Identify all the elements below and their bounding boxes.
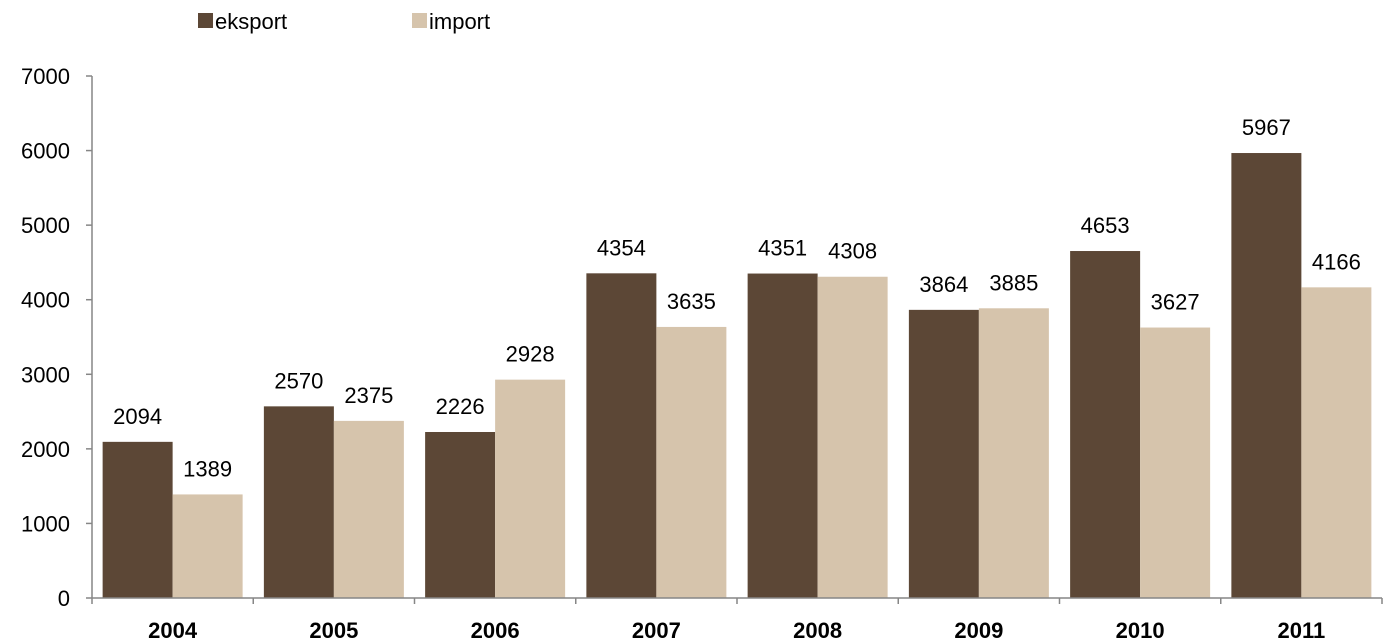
legend-swatch-import [412,13,427,28]
x-category-label: 2009 [954,618,1003,643]
y-tick-label: 6000 [21,139,70,164]
legend-label-eksport: eksport [215,9,287,34]
bar-eksport-2007 [586,273,657,598]
data-label-eksport: 4653 [1081,213,1130,238]
data-label-import: 2928 [506,342,555,367]
bar-import-2007 [656,326,727,598]
x-category-label: 2010 [1116,618,1165,643]
y-tick-label: 5000 [21,213,70,238]
bar-import-2009 [978,308,1049,598]
y-tick-label: 7000 [21,64,70,89]
bar-import-2010 [1140,327,1211,598]
y-tick-label: 0 [58,586,70,611]
bar-eksport-2009 [908,309,979,598]
data-label-eksport: 4351 [758,236,807,261]
x-category-label: 2006 [471,618,520,643]
bar-eksport-2004 [102,441,173,598]
legend-label-import: import [429,9,490,34]
x-category-label: 2007 [632,618,681,643]
bar-eksport-2005 [263,406,334,598]
data-label-import: 4308 [828,239,877,264]
bars [102,153,1372,598]
y-axis: 0 1000 2000 3000 4000 5000 6000 7000 [21,64,93,611]
y-tick-label: 3000 [21,362,70,387]
x-category-label: 2011 [1278,618,1326,643]
data-label-eksport: 4354 [597,235,646,260]
bar-import-2005 [333,420,404,598]
data-label-import: 2375 [344,383,393,408]
bar-import-2006 [495,379,566,598]
bar-eksport-2010 [1070,251,1141,598]
y-tick-label: 2000 [21,437,70,462]
bar-eksport-2006 [425,432,496,598]
data-label-import: 1389 [183,456,232,481]
legend: eksport import [198,9,490,34]
x-category-label: 2008 [793,618,842,643]
data-labels: 2094 2570 2226 4354 4351 3864 4653 5967 1389 2375… [113,115,1361,481]
data-label-eksport: 3864 [919,272,968,297]
data-label-import: 3627 [1151,290,1200,315]
x-axis: 2004 2005 2006 2007 2008 2009 2010 2011 [91,597,1383,643]
data-label-eksport: 5967 [1242,115,1291,140]
bar-import-2011 [1301,287,1372,598]
x-category-label: 2005 [309,618,358,643]
data-label-import: 3635 [667,289,716,314]
legend-swatch-eksport [198,13,213,28]
data-label-import: 3885 [989,270,1038,295]
data-label-eksport: 2570 [274,368,323,393]
y-tick-label: 1000 [21,511,70,536]
bar-eksport-2011 [1231,153,1302,598]
bar-import-2008 [817,276,888,598]
data-label-eksport: 2226 [436,394,485,419]
x-category-label: 2004 [148,618,198,643]
bar-eksport-2008 [747,273,818,598]
data-label-import: 4166 [1312,249,1361,274]
y-tick-label: 4000 [21,288,70,313]
data-label-eksport: 2094 [113,404,162,429]
bar-import-2004 [172,494,243,598]
